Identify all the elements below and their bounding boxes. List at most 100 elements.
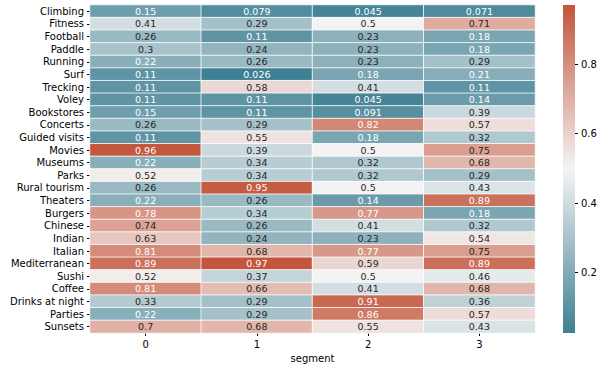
svg-text:0.89: 0.89 — [469, 195, 490, 206]
svg-text:0.079: 0.079 — [243, 6, 270, 17]
svg-text:0.11: 0.11 — [135, 82, 156, 93]
svg-text:0.68: 0.68 — [469, 283, 490, 294]
svg-text:0.41: 0.41 — [135, 18, 156, 29]
svg-text:0.11: 0.11 — [135, 69, 156, 80]
svg-text:0.22: 0.22 — [135, 157, 156, 168]
svg-text:Concerts: Concerts — [40, 119, 84, 130]
svg-text:0.75: 0.75 — [469, 145, 490, 156]
svg-text:0.11: 0.11 — [246, 31, 267, 42]
svg-text:0.091: 0.091 — [355, 107, 382, 118]
svg-text:0.46: 0.46 — [469, 271, 490, 282]
svg-text:0.68: 0.68 — [469, 157, 490, 168]
svg-text:0.7: 0.7 — [138, 321, 153, 332]
svg-text:0.26: 0.26 — [135, 182, 156, 193]
svg-text:0.22: 0.22 — [135, 195, 156, 206]
svg-text:Paddle: Paddle — [51, 44, 84, 55]
svg-text:0.5: 0.5 — [361, 18, 376, 29]
svg-text:0.37: 0.37 — [246, 271, 267, 282]
svg-text:0.41: 0.41 — [358, 82, 379, 93]
svg-text:0.57: 0.57 — [469, 309, 490, 320]
svg-text:0.32: 0.32 — [358, 170, 379, 181]
svg-text:0.11: 0.11 — [469, 82, 490, 93]
svg-text:0.6: 0.6 — [581, 128, 597, 139]
svg-text:0.26: 0.26 — [246, 195, 267, 206]
svg-text:0.23: 0.23 — [358, 56, 379, 67]
svg-text:0.52: 0.52 — [135, 271, 156, 282]
svg-text:Drinks at night: Drinks at night — [10, 296, 84, 307]
svg-text:0.57: 0.57 — [469, 119, 490, 130]
svg-text:0.26: 0.26 — [246, 56, 267, 67]
svg-text:0.89: 0.89 — [469, 258, 490, 269]
svg-text:Climbing: Climbing — [40, 6, 84, 17]
svg-text:Coffee: Coffee — [52, 283, 84, 294]
svg-text:3: 3 — [476, 339, 482, 350]
svg-text:0.24: 0.24 — [246, 233, 267, 244]
svg-text:0.21: 0.21 — [469, 69, 490, 80]
svg-text:0.26: 0.26 — [135, 119, 156, 130]
svg-text:0.41: 0.41 — [358, 220, 379, 231]
svg-text:0.22: 0.22 — [135, 309, 156, 320]
svg-text:0.15: 0.15 — [135, 6, 156, 17]
svg-text:0.89: 0.89 — [135, 258, 156, 269]
svg-text:Burgers: Burgers — [45, 208, 84, 219]
svg-text:0.29: 0.29 — [246, 18, 267, 29]
svg-text:0.54: 0.54 — [469, 233, 490, 244]
svg-text:Trecking: Trecking — [42, 82, 84, 93]
svg-text:0.36: 0.36 — [469, 296, 490, 307]
svg-text:Sushi: Sushi — [57, 271, 84, 282]
svg-text:Theaters: Theaters — [39, 195, 84, 206]
svg-text:0.55: 0.55 — [246, 132, 267, 143]
svg-text:0.5: 0.5 — [361, 145, 376, 156]
svg-text:0.045: 0.045 — [355, 6, 382, 17]
svg-text:0.66: 0.66 — [246, 283, 267, 294]
svg-text:Indian: Indian — [53, 233, 84, 244]
svg-text:0.43: 0.43 — [469, 182, 490, 193]
svg-text:Rural tourism: Rural tourism — [17, 182, 84, 193]
svg-text:0.23: 0.23 — [358, 44, 379, 55]
svg-text:0.91: 0.91 — [358, 296, 379, 307]
svg-text:Voley: Voley — [57, 94, 84, 105]
svg-text:0.23: 0.23 — [358, 31, 379, 42]
svg-text:0.34: 0.34 — [246, 170, 267, 181]
svg-text:0.11: 0.11 — [135, 94, 156, 105]
svg-text:Movies: Movies — [49, 145, 84, 156]
svg-text:Running: Running — [43, 56, 84, 67]
svg-text:0.026: 0.026 — [243, 69, 270, 80]
svg-text:0.82: 0.82 — [358, 119, 379, 130]
svg-text:Fitness: Fitness — [49, 18, 84, 29]
svg-text:0.63: 0.63 — [135, 233, 156, 244]
svg-text:0.18: 0.18 — [469, 208, 490, 219]
svg-text:0.2: 0.2 — [581, 267, 597, 278]
svg-text:0.32: 0.32 — [469, 220, 490, 231]
svg-text:0.86: 0.86 — [358, 309, 379, 320]
svg-text:0.18: 0.18 — [358, 69, 379, 80]
svg-text:Bookstores: Bookstores — [29, 107, 84, 118]
svg-text:0.29: 0.29 — [246, 296, 267, 307]
svg-text:0.11: 0.11 — [135, 132, 156, 143]
svg-text:Sunsets: Sunsets — [44, 321, 84, 332]
svg-text:Chinese: Chinese — [44, 220, 84, 231]
svg-text:0.77: 0.77 — [358, 208, 379, 219]
svg-text:0.77: 0.77 — [358, 246, 379, 257]
svg-text:0.75: 0.75 — [469, 246, 490, 257]
svg-text:0.96: 0.96 — [135, 145, 156, 156]
svg-text:Football: Football — [44, 31, 84, 42]
svg-text:0.95: 0.95 — [246, 182, 267, 193]
svg-text:0.15: 0.15 — [135, 107, 156, 118]
svg-text:0.58: 0.58 — [246, 82, 267, 93]
svg-text:Surf: Surf — [64, 69, 85, 80]
svg-text:0.39: 0.39 — [469, 107, 490, 118]
svg-text:0.071: 0.071 — [466, 6, 493, 17]
svg-text:0.5: 0.5 — [361, 271, 376, 282]
svg-text:0.71: 0.71 — [469, 18, 490, 29]
svg-text:0.41: 0.41 — [358, 283, 379, 294]
svg-text:2: 2 — [365, 339, 371, 350]
svg-text:Museums: Museums — [36, 157, 84, 168]
svg-text:0.43: 0.43 — [469, 321, 490, 332]
svg-text:0.14: 0.14 — [358, 195, 379, 206]
svg-text:0.26: 0.26 — [246, 220, 267, 231]
svg-text:0.59: 0.59 — [358, 258, 379, 269]
svg-text:0.11: 0.11 — [246, 107, 267, 118]
svg-text:0.74: 0.74 — [135, 220, 156, 231]
svg-text:0.32: 0.32 — [469, 132, 490, 143]
